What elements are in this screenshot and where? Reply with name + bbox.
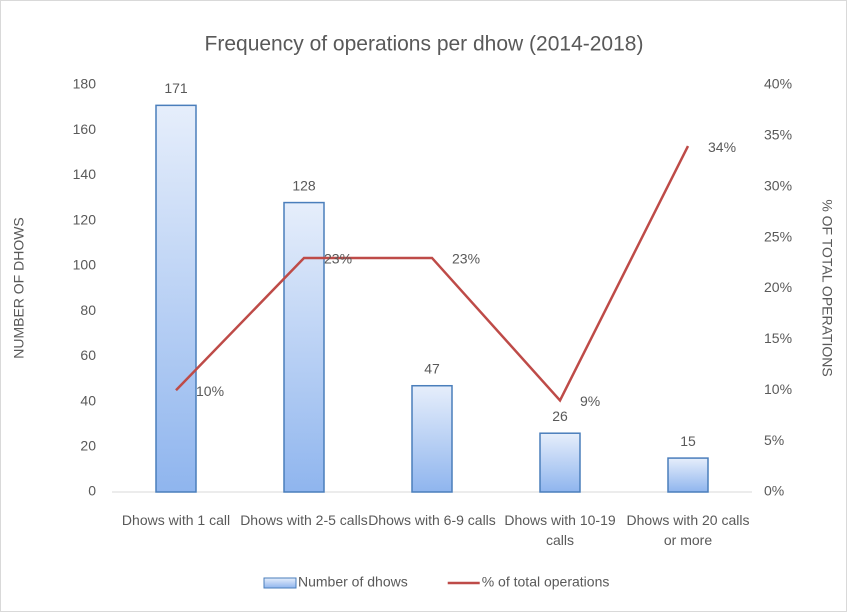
y-tick-label: 80 — [80, 302, 96, 318]
x-tick-label: Dhows with 1 call — [121, 512, 231, 528]
y2-tick-label: 10% — [764, 381, 792, 397]
y2-tick-label: 5% — [764, 432, 784, 448]
y2-axis-title: % OF TOTAL OPERATIONS — [819, 199, 835, 376]
bar-value-label: 128 — [292, 177, 316, 193]
y-tick-label: 120 — [73, 211, 97, 227]
y-tick-label: 40 — [80, 392, 96, 408]
legend-label: Number of dhows — [298, 574, 408, 590]
y2-tick-label: 25% — [764, 228, 792, 244]
line-value-label: 10% — [196, 383, 224, 399]
y-tick-label: 60 — [80, 347, 96, 363]
line-value-label: 23% — [452, 251, 480, 267]
y-tick-label: 160 — [73, 121, 97, 137]
bar — [283, 201, 325, 493]
line-value-label: 9% — [580, 393, 600, 409]
line-value-label: 34% — [708, 139, 736, 155]
y-tick-label: 0 — [88, 483, 96, 499]
y-axis-title: NUMBER OF DHOWS — [11, 217, 27, 359]
y2-tick-label: 15% — [764, 330, 792, 346]
x-tick-label: Dhows with 20 calls or more — [626, 512, 750, 548]
y2-tick-label: 30% — [764, 177, 792, 193]
bar — [539, 432, 581, 493]
line-series — [175, 145, 690, 403]
bar — [155, 104, 197, 493]
chart-title: Frequency of operations per dhow (2014-2… — [205, 33, 644, 56]
y-tick-label: 180 — [73, 76, 97, 92]
x-tick-label: Dhows with 6-9 calls — [368, 512, 496, 528]
x-tick-label: Dhows with 10-19 calls — [504, 512, 616, 548]
bar-value-label: 15 — [680, 433, 696, 449]
line-value-label: 23% — [324, 251, 352, 267]
bar-value-label: 171 — [164, 80, 188, 96]
y2-tick-label: 0% — [764, 483, 784, 499]
bar — [411, 384, 453, 493]
y-tick-label: 20 — [80, 437, 96, 453]
y-tick-label: 140 — [73, 166, 97, 182]
y2-tick-label: 35% — [764, 127, 792, 143]
y2-tick-label: 20% — [764, 279, 792, 295]
y2-tick-label: 40% — [764, 76, 792, 92]
legend-label: % of total operations — [482, 574, 610, 590]
x-tick-label: Dhows with 2-5 calls — [240, 512, 368, 528]
bar-value-label: 47 — [424, 360, 440, 376]
legend-swatch — [263, 577, 297, 589]
y-tick-label: 100 — [73, 257, 97, 273]
bar — [667, 457, 709, 493]
bar-value-label: 26 — [552, 408, 568, 424]
